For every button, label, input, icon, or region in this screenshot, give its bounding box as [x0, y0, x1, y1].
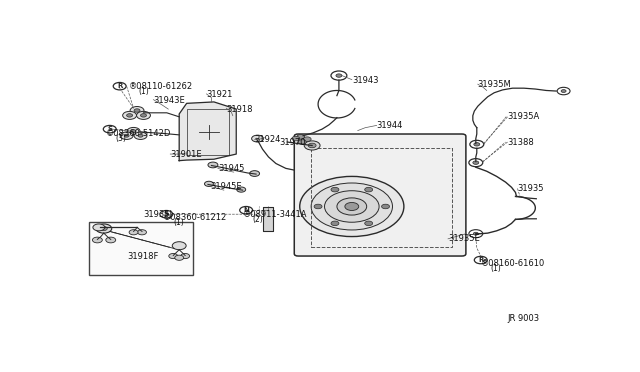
Circle shape	[292, 136, 300, 141]
Circle shape	[561, 90, 566, 93]
Text: ®08160-61610: ®08160-61610	[481, 259, 545, 268]
Bar	[89, 222, 193, 275]
Text: S: S	[108, 126, 112, 132]
Circle shape	[474, 142, 480, 146]
Circle shape	[175, 255, 184, 260]
Circle shape	[92, 237, 102, 243]
Circle shape	[180, 253, 189, 259]
Circle shape	[331, 221, 339, 226]
Circle shape	[298, 140, 306, 144]
Circle shape	[336, 74, 342, 77]
Bar	[310, 148, 452, 247]
Circle shape	[252, 135, 264, 142]
Text: S: S	[164, 211, 169, 217]
Circle shape	[473, 161, 479, 164]
Text: 31918F: 31918F	[127, 251, 159, 260]
Circle shape	[474, 232, 478, 235]
Circle shape	[337, 198, 367, 215]
Circle shape	[120, 132, 133, 140]
Text: N: N	[243, 207, 249, 213]
Circle shape	[123, 111, 136, 119]
Text: R: R	[117, 83, 122, 89]
Text: R: R	[478, 257, 483, 263]
Text: 31935A: 31935A	[508, 112, 540, 121]
Text: 31935E: 31935E	[448, 234, 480, 243]
Text: (1): (1)	[138, 87, 149, 96]
Circle shape	[331, 187, 339, 192]
Text: 31943E: 31943E	[154, 96, 185, 105]
Polygon shape	[179, 102, 236, 161]
FancyBboxPatch shape	[294, 134, 466, 256]
Circle shape	[138, 230, 147, 235]
Circle shape	[127, 114, 132, 117]
Circle shape	[136, 111, 150, 119]
Circle shape	[297, 135, 305, 139]
Circle shape	[365, 221, 372, 226]
Text: (2): (2)	[253, 215, 263, 224]
Text: 31945: 31945	[218, 164, 244, 173]
Text: ®08110-61262: ®08110-61262	[129, 82, 193, 91]
Circle shape	[134, 109, 140, 112]
Circle shape	[381, 204, 390, 209]
Text: 31935M: 31935M	[478, 80, 511, 89]
Text: 31388: 31388	[508, 138, 534, 147]
Circle shape	[208, 162, 218, 168]
Bar	[262, 207, 273, 231]
Text: 31970: 31970	[280, 138, 306, 147]
Circle shape	[300, 176, 404, 237]
Circle shape	[308, 143, 316, 148]
Circle shape	[106, 237, 116, 243]
Circle shape	[205, 181, 213, 186]
Text: (3): (3)	[116, 134, 127, 143]
Text: 31921: 31921	[207, 90, 233, 99]
Circle shape	[324, 191, 379, 222]
Circle shape	[130, 106, 144, 115]
Circle shape	[345, 202, 359, 211]
Text: 31945E: 31945E	[210, 182, 241, 191]
Circle shape	[138, 134, 143, 137]
Text: 31935J: 31935J	[143, 210, 173, 219]
Circle shape	[93, 224, 105, 231]
Text: 31918: 31918	[227, 105, 253, 113]
Circle shape	[141, 114, 147, 117]
Circle shape	[100, 227, 108, 231]
Text: 31901E: 31901E	[170, 150, 202, 158]
Circle shape	[303, 137, 311, 141]
Circle shape	[365, 187, 372, 192]
Text: ©08360-61212: ©08360-61212	[163, 214, 228, 222]
Text: (1): (1)	[491, 264, 501, 273]
Circle shape	[314, 204, 322, 209]
Text: 31935: 31935	[518, 184, 544, 193]
Circle shape	[304, 141, 320, 150]
Text: 31944: 31944	[376, 121, 403, 130]
Circle shape	[134, 132, 147, 140]
Circle shape	[129, 230, 138, 235]
Text: ®08911-3441A: ®08911-3441A	[243, 210, 307, 219]
Circle shape	[172, 242, 186, 250]
Circle shape	[127, 128, 140, 135]
Circle shape	[131, 130, 136, 132]
Circle shape	[237, 187, 246, 192]
Circle shape	[124, 134, 129, 137]
Text: (1): (1)	[173, 218, 184, 227]
Circle shape	[250, 171, 260, 176]
Text: JR 9003: JR 9003	[508, 314, 540, 323]
Text: 31924: 31924	[255, 135, 281, 144]
Circle shape	[96, 224, 112, 233]
Text: 31943: 31943	[352, 76, 378, 85]
Circle shape	[311, 183, 392, 230]
Text: ©08360-5142D: ©08360-5142D	[106, 129, 171, 138]
Circle shape	[169, 253, 178, 259]
